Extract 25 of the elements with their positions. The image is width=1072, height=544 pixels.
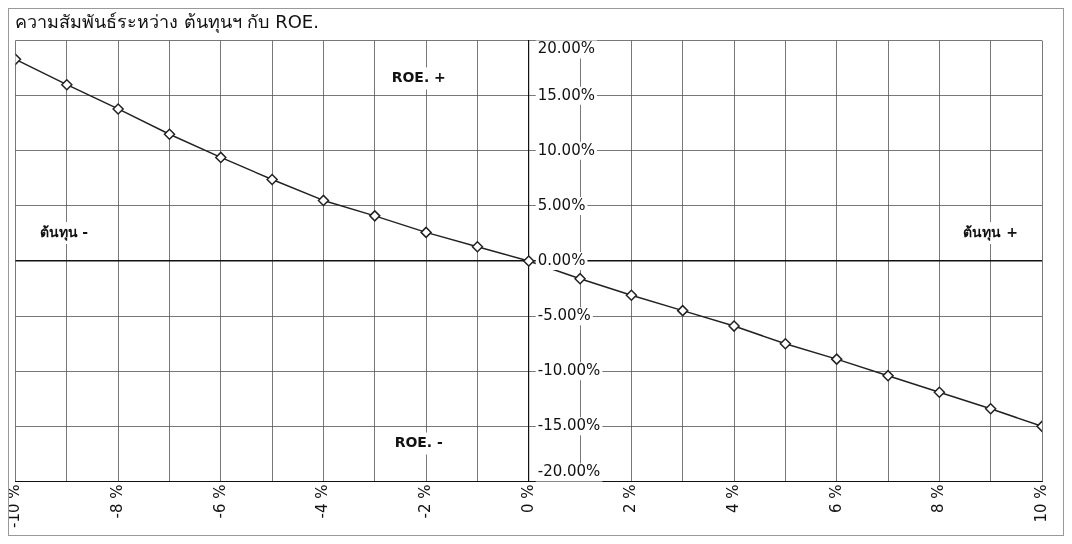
x-tick-label: 4 % — [723, 484, 742, 514]
x-tick-label: 10 % — [1031, 484, 1050, 523]
y-tick-label: -5.00% — [537, 306, 591, 325]
x-tick-label: -6 % — [210, 484, 229, 519]
y-tick-label: -15.00% — [537, 416, 601, 435]
annotation: ต้นทุน + — [963, 223, 1018, 241]
x-tick-label: -10 % — [5, 484, 24, 529]
chart-title: ความสัมพันธ์ระหว่าง ต้นทุนฯ กับ ROE. — [15, 11, 319, 34]
y-tick-label: 20.00% — [537, 39, 595, 58]
x-tick-label: -4 % — [313, 484, 332, 519]
x-tick-label: -8 % — [108, 484, 127, 519]
y-tick-label: 5.00% — [537, 195, 586, 214]
x-tick-label: -2 % — [415, 484, 434, 519]
y-tick-label: 0.00% — [537, 250, 586, 269]
annotation: ROE. - — [394, 434, 444, 451]
y-tick-label: -10.00% — [537, 361, 601, 380]
x-tick-label: 8 % — [929, 484, 948, 514]
x-tick-label: 2 % — [621, 484, 640, 514]
annotation: ต้นทุน - — [39, 223, 89, 241]
y-tick-label: -20.00% — [537, 462, 601, 481]
annotation: ROE. + — [391, 69, 446, 86]
y-tick-label: 15.00% — [537, 85, 595, 104]
x-tick-label: 6 % — [826, 484, 845, 514]
y-tick-label: 10.00% — [537, 140, 595, 159]
x-tick-label: 0 % — [518, 484, 537, 514]
